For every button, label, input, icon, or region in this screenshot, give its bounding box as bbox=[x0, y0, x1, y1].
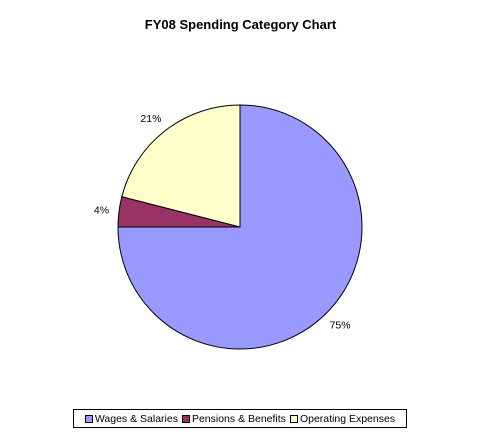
data-label-2: 21% bbox=[140, 113, 161, 125]
chart-title: FY08 Spending Category Chart bbox=[144, 17, 337, 32]
legend-item-1: Pensions & Benefits bbox=[181, 412, 286, 425]
legend-label-0: Wages & Salaries bbox=[94, 412, 178, 425]
legend-label-2: Operating Expenses bbox=[299, 412, 396, 425]
pie-slice-2 bbox=[121, 104, 241, 228]
legend-item-0: Wages & Salaries bbox=[84, 412, 178, 425]
legend-swatch-2 bbox=[289, 414, 298, 423]
legend-swatch-1 bbox=[181, 414, 190, 423]
legend-label-1: Pensions & Benefits bbox=[191, 412, 286, 425]
legend-item-2: Operating Expenses bbox=[289, 412, 396, 425]
pie-chart: 75% 4% 21% bbox=[94, 104, 363, 350]
chart-legend: Wages & Salaries Pensions & Benefits Opera… bbox=[73, 409, 407, 428]
legend-swatch-0 bbox=[84, 414, 93, 423]
data-label-0: 75% bbox=[330, 320, 351, 332]
data-label-1: 4% bbox=[94, 205, 109, 217]
